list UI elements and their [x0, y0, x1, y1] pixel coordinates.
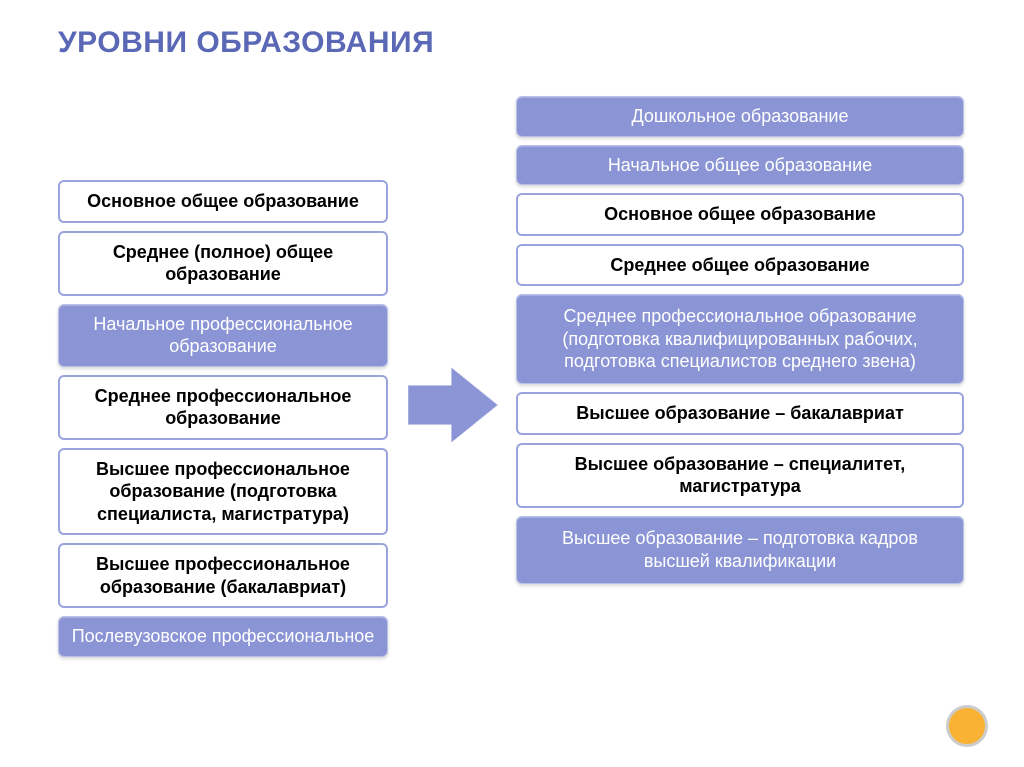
right-column: Дошкольное образование Начальное общее об… — [516, 96, 964, 584]
right-box-7: Высшее образование – подготовка кадров в… — [516, 516, 964, 584]
right-box-6: Высшее образование – специалитет, магист… — [516, 443, 964, 508]
left-box-0: Основное общее образование — [58, 180, 388, 223]
right-box-5: Высшее образование – бакалавриат — [516, 392, 964, 435]
left-box-6: Послевузовское профессиональное — [58, 616, 388, 657]
right-box-0: Дошкольное образование — [516, 96, 964, 137]
right-box-1: Начальное общее образование — [516, 145, 964, 186]
right-box-4: Среднее профессиональное образование (по… — [516, 294, 964, 384]
arrow-icon — [408, 360, 498, 450]
left-box-2: Начальное профессиональное образование — [58, 304, 388, 367]
right-box-2: Основное общее образование — [516, 193, 964, 236]
left-box-5: Высшее профессиональное образование (бак… — [58, 543, 388, 608]
slide-title: УРОВНИ ОБРАЗОВАНИЯ — [58, 26, 434, 60]
left-box-1: Среднее (полное) общее образование — [58, 231, 388, 296]
decorative-circle — [946, 705, 988, 747]
left-box-4: Высшее профессиональное образование (под… — [58, 448, 388, 536]
left-column: Основное общее образование Среднее (полно… — [58, 180, 388, 657]
right-box-3: Среднее общее образование — [516, 244, 964, 287]
left-box-3: Среднее профессиональное образование — [58, 375, 388, 440]
